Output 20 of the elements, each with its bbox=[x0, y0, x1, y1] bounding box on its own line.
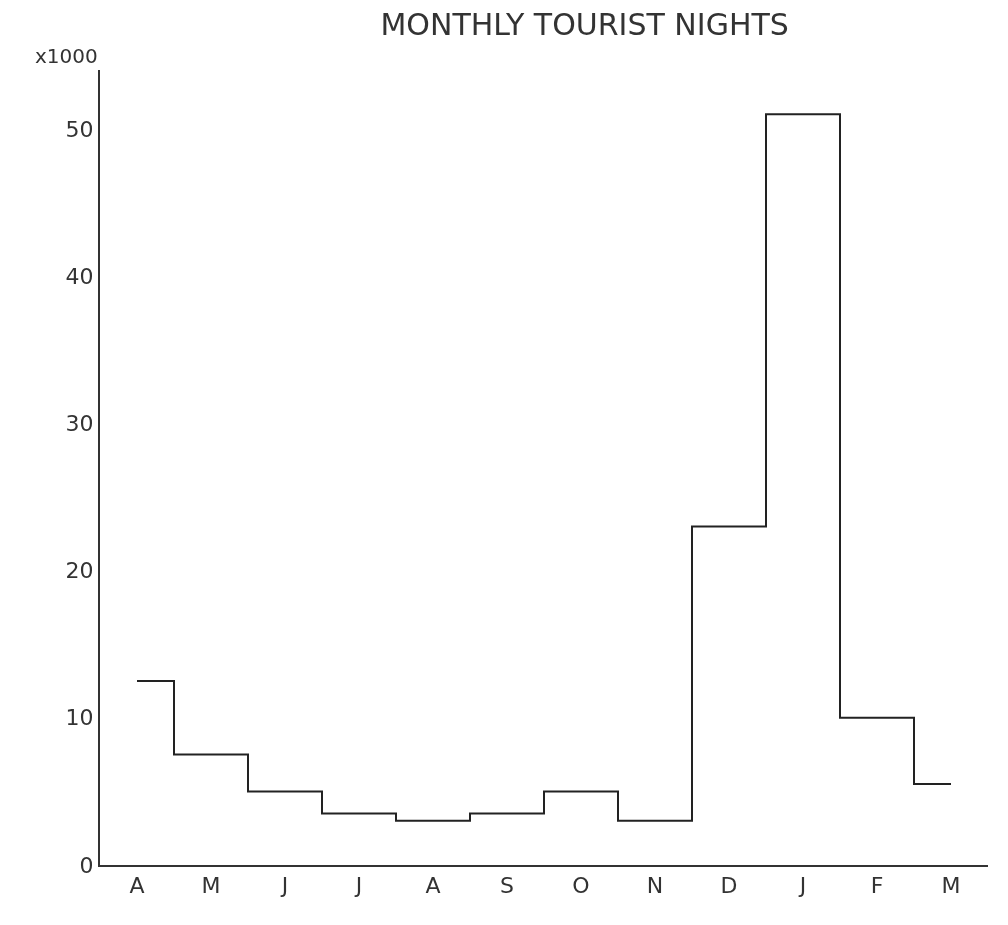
y-tick-label: 40 bbox=[65, 263, 94, 289]
x-tick-label: N bbox=[646, 873, 664, 899]
x-tick-label: A bbox=[129, 873, 145, 899]
x-tick-label: A bbox=[425, 873, 441, 899]
y-tick-label: 20 bbox=[65, 558, 94, 584]
x-tick-label: J bbox=[353, 873, 363, 899]
x-tick-label: D bbox=[720, 873, 738, 899]
chart-title: MONTHLY TOURIST NIGHTS bbox=[380, 6, 789, 42]
y-tick-label: 10 bbox=[65, 705, 94, 731]
y-tick-label: 30 bbox=[65, 411, 94, 437]
x-tick-label: S bbox=[500, 873, 514, 899]
y-axis-title: x1000 bbox=[35, 44, 98, 68]
x-tick-label: O bbox=[572, 873, 590, 899]
y-tick-label: 50 bbox=[65, 116, 94, 142]
x-tick-label: J bbox=[797, 873, 807, 899]
y-tick-label: 0 bbox=[79, 852, 94, 878]
x-tick-label: M bbox=[941, 873, 961, 899]
x-tick-label: J bbox=[279, 873, 289, 899]
x-tick-label: M bbox=[201, 873, 221, 899]
x-tick-label: F bbox=[870, 873, 884, 899]
